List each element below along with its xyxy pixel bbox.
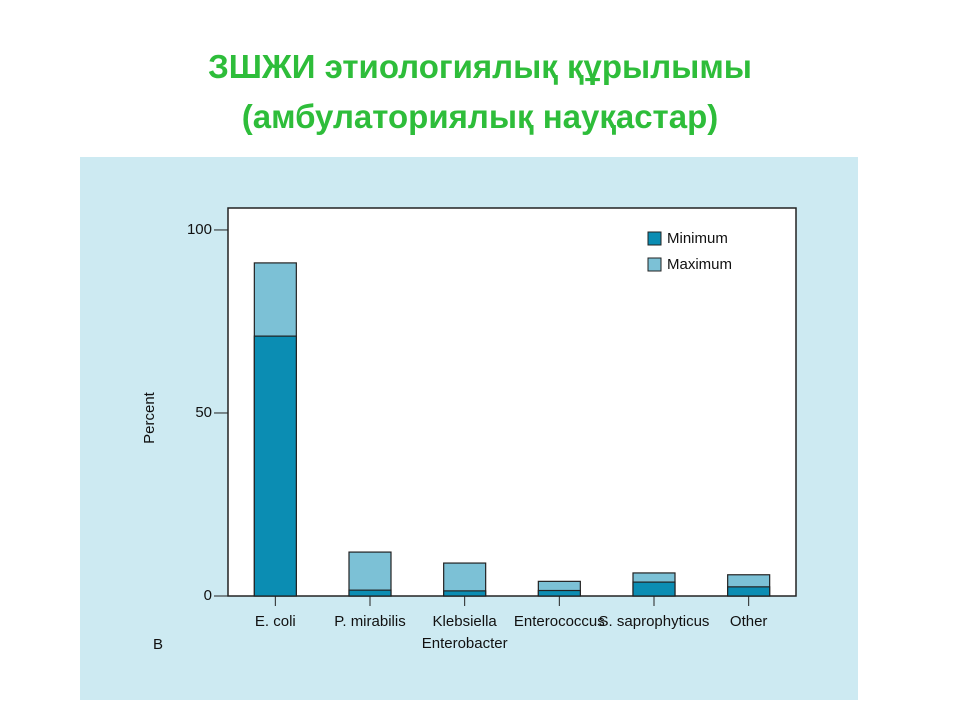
bar: [443, 590, 487, 597]
bar: [253, 335, 297, 597]
legend-label: Minimum: [667, 230, 728, 247]
y-tick-label: 0: [204, 587, 212, 604]
y-tick-label: 50: [195, 404, 212, 421]
x-tick-label: Klebsiella Enterobacter: [422, 613, 508, 652]
panel-label: B: [153, 636, 163, 653]
x-tick-label: Enterococcus: [514, 613, 605, 630]
x-tick-label: S. saprophyticus: [599, 613, 710, 630]
bar: [348, 589, 392, 597]
legend-label: Maximum: [667, 256, 732, 273]
x-tick-label: E. coli: [255, 613, 296, 630]
plot-area: [227, 207, 797, 597]
bar: [348, 551, 392, 597]
bar: [727, 586, 771, 597]
legend-swatch: [647, 257, 662, 272]
slide-subtitle: (амбулаториялық науқастар): [241, 98, 719, 135]
y-tick-label: 100: [187, 221, 212, 238]
slide-title: ЗШЖИ этиологиялық құрылымы: [208, 48, 752, 85]
x-tick-label: P. mirabilis: [334, 613, 405, 630]
bar: [537, 589, 581, 597]
bar: [632, 581, 676, 597]
x-tick-label: Other: [730, 613, 768, 630]
y-axis-label: Percent: [141, 391, 158, 444]
legend-swatch: [647, 231, 662, 246]
